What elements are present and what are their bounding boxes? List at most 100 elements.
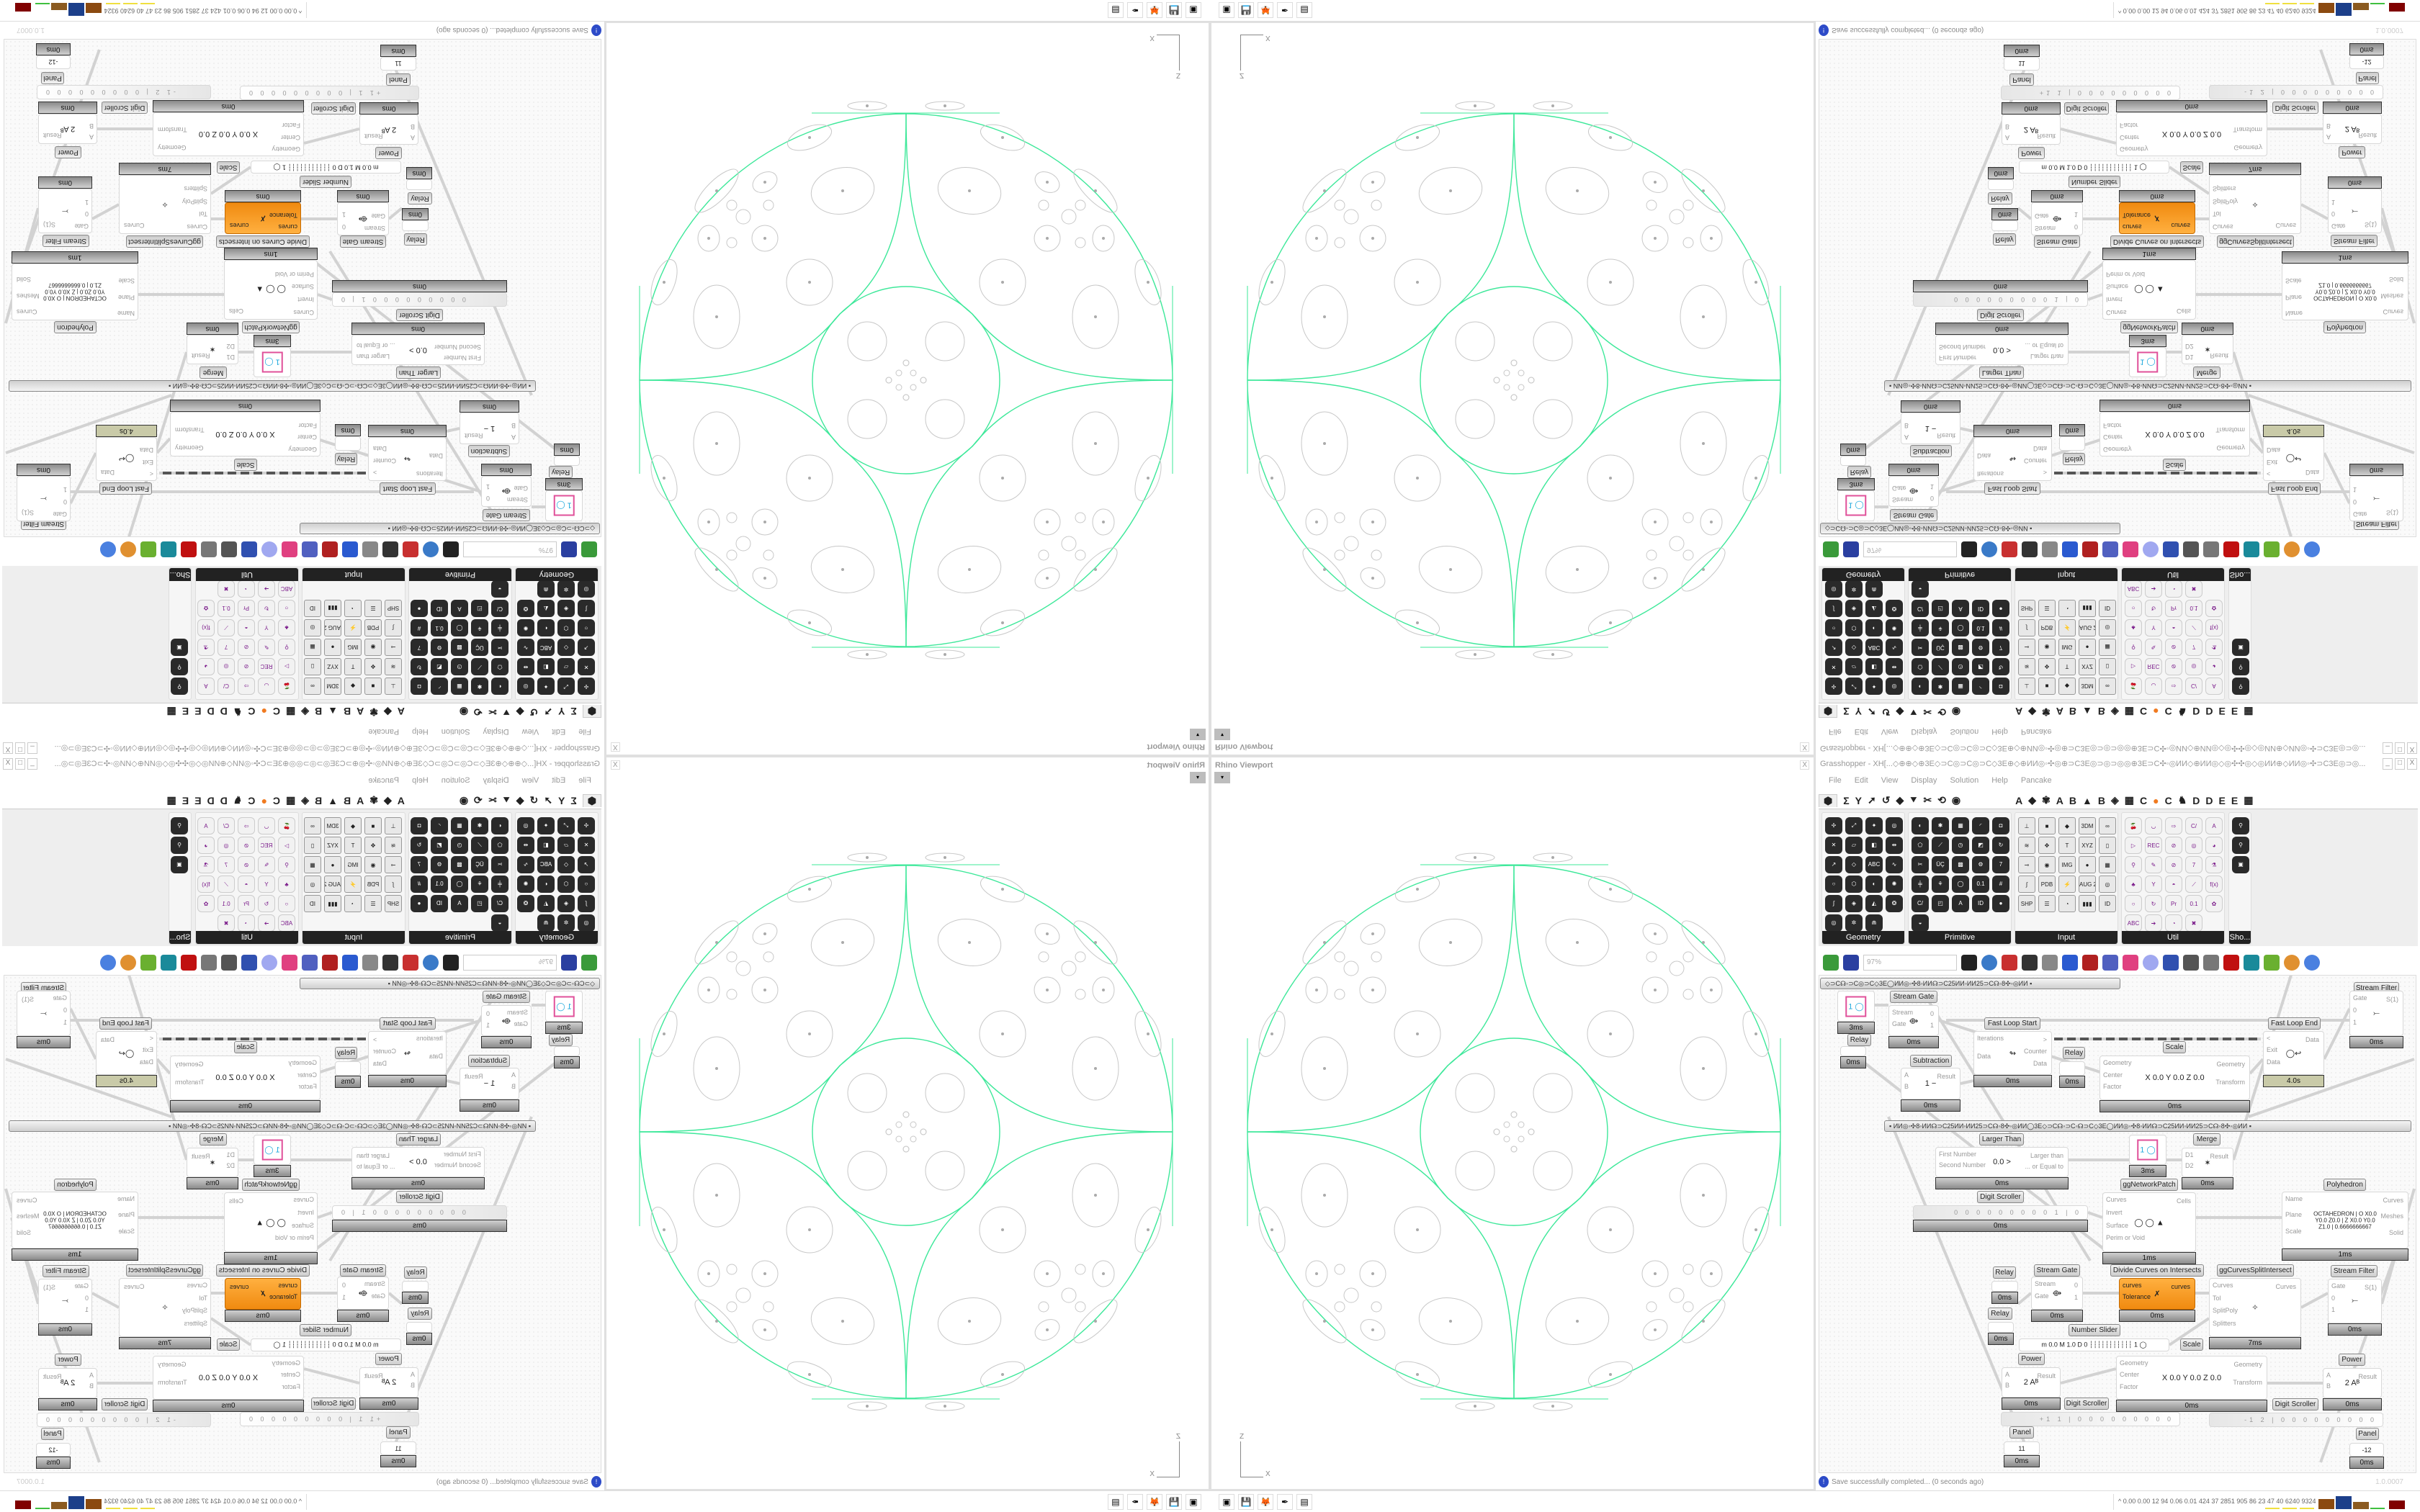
input-param[interactable]: First Number [1939,354,1977,361]
output-param[interactable]: Transform [158,1378,187,1386]
grasshopper-canvas[interactable]: ◇⊃C☊◦⊃C◎⊃C◇3E◯ИИ◎◦✣8◦ИИ☊⊃C25ИИ◦ИИ25⊃C☊◦8… [1819,39,2416,537]
component-icon[interactable]: ◐ [537,619,555,636]
bake-icon[interactable] [382,955,398,971]
component-icon[interactable]: # [1992,619,2009,636]
package-icon[interactable] [282,541,297,557]
panel-component[interactable]: -12 [2349,55,2384,69]
grasshopper-canvas[interactable]: ◇⊃C☊◦⊃C◎⊃C◇3E◯ИИ◎◦✣8◦ИИ☊⊃C25ИИ◦ИИ25⊃C☊◦8… [4,39,601,537]
component-icon[interactable]: ◰ [1932,600,1949,617]
component-icon[interactable]: ◈ [1845,600,1863,617]
digit-scroller-label[interactable]: Digit Scroller [2272,1398,2318,1410]
input-param[interactable]: < [149,1035,153,1042]
component-icon[interactable]: ⬠ [1912,658,1929,675]
component-icon[interactable]: ✦ [1865,678,1883,695]
component-icon[interactable]: ⟋ [1932,837,1949,854]
panel-label[interactable]: Panel [2356,1428,2379,1440]
digit-scroller-value[interactable]: 0 0 0 0 0 0 0 0 0 1 | 0 [1954,296,2081,303]
component-icon[interactable]: ◧ [1865,837,1883,854]
fast-loop-start-component[interactable]: Iterations Data > Counter Data ↬ [368,437,447,481]
component-icon[interactable]: ∿ [1886,639,1903,656]
ggnetworkpatch-component[interactable]: Curves Invert Surface Perim or Void Cells ◯ ◯… [2102,1192,2196,1252]
input-param[interactable]: Gate [53,510,67,518]
component-icon[interactable]: ⚡ [344,619,362,636]
component-icon[interactable]: ⚲ [171,678,188,695]
relay-label[interactable]: Relay [1993,1266,2016,1279]
ggcurvessplitintersect-component[interactable]: Curves Tol SplitPoly Splitters Curves ✧ [2209,175,2301,234]
tab-icon[interactable]: Σ [1843,794,1850,806]
component-icon[interactable]: ⟋ [2185,876,2202,893]
relay-label[interactable]: Relay [1993,233,2016,246]
input-param[interactable]: D2 [226,343,235,351]
component-icon[interactable]: ⬡ [1845,876,1863,893]
component-icon[interactable]: ↻ [2145,600,2162,617]
tab-icon[interactable]: ✾ [369,706,378,718]
input-param[interactable]: curves [2123,223,2142,230]
component-icon[interactable]: ✺ [1886,619,1903,636]
component-icon[interactable]: ◆ [2058,678,2076,695]
panel-label[interactable]: Primitive [1909,568,2011,581]
tab-icon[interactable]: ➚ [1867,794,1876,806]
component-icon[interactable]: ⇨ [2165,678,2182,695]
component-icon[interactable]: ▮▮▮ [2079,600,2096,617]
input-param[interactable]: SplitPoly [182,1307,207,1314]
component-icon[interactable]: ⚲ [2125,639,2142,656]
output-param[interactable]: Result [2037,1372,2056,1380]
rhino-viewport[interactable]: Rhino Viewport X ▾ Z X [605,756,1210,1490]
output-param[interactable]: Result [1937,432,1955,439]
component-icon[interactable]: ⚙ [431,639,448,656]
input-param[interactable]: B [2005,1382,2010,1389]
output-param[interactable]: 0 [2074,223,2078,230]
tab-icon[interactable]: C [248,794,256,806]
tab-icon[interactable]: ◈ [301,794,309,806]
input-param[interactable]: D1 [2185,354,2194,361]
input-param[interactable]: Tol [199,210,207,218]
merge-component[interactable]: D1 D2 Result ✶ [2182,1148,2233,1177]
component-icon[interactable]: 🍒 [2125,678,2142,695]
component-icon[interactable]: ∿ [1886,856,1903,873]
input-param[interactable]: Name [117,310,135,317]
component-icon[interactable]: f(x) [197,876,215,893]
input-param[interactable]: Stream [2035,1280,2056,1287]
output-param[interactable]: Larger than [357,1152,390,1159]
scale-label[interactable]: Scale [217,161,240,174]
component-icon[interactable]: ⚘ [471,876,488,893]
input-param[interactable]: Factor [282,1382,300,1390]
component-icon[interactable]: ▦ [304,639,321,656]
close-button[interactable]: X [2407,742,2417,754]
output-param[interactable]: 0 [342,1282,346,1289]
preview-component[interactable]: 1 ◯ [254,347,291,377]
input-param[interactable]: Invert [297,296,314,304]
component-icon[interactable]: ◜ [431,817,448,834]
component-icon[interactable]: ○ [2125,600,2142,617]
component-icon[interactable]: XYZ [2079,658,2096,675]
component-icon[interactable]: ⚙ [1972,856,1989,873]
component-icon[interactable]: ╪ [1912,876,1929,893]
subtraction-component[interactable]: A B Result 1 − [1901,1068,1960,1099]
component-icon[interactable]: ∫ [385,619,402,636]
tab-icon[interactable]: A [357,706,364,718]
input-param[interactable]: A [89,1372,94,1379]
component-icon[interactable]: ◷ [451,837,468,854]
tab-icon[interactable]: ➚ [1867,706,1876,718]
tab-icon[interactable]: ● [261,794,267,806]
input-param[interactable]: 0 [84,1294,89,1302]
at-icon[interactable] [2042,955,2058,971]
menu-display[interactable]: Display [1911,776,1937,785]
tab-icon[interactable]: D [220,706,228,718]
component-icon[interactable]: ▯ [2099,658,2116,675]
panel-label[interactable]: Geometry [1822,931,1904,944]
stream-filter-component[interactable]: Gate 0 1 S(1) ⤚ [38,189,92,233]
stream-gate-label[interactable]: Stream Gate [1890,509,1937,521]
component-icon[interactable]: ◎ [2185,658,2202,675]
component-icon[interactable]: ABC [1865,856,1883,873]
component-icon[interactable]: ◇ [1845,856,1863,873]
panel-label[interactable]: Geometry [516,931,598,944]
input-param[interactable]: Second Number [1939,1161,1986,1169]
input-param[interactable]: 1 [2331,1306,2336,1314]
input-param[interactable]: Gate [1892,485,1906,492]
component-icon[interactable]: C/ [2185,678,2202,695]
menu-solution[interactable]: Solution [1950,776,1979,785]
input-param[interactable]: A [511,1071,516,1079]
zoom-level-field[interactable]: 97% [1863,955,1957,971]
panel-component[interactable]: 11 [380,1441,416,1455]
